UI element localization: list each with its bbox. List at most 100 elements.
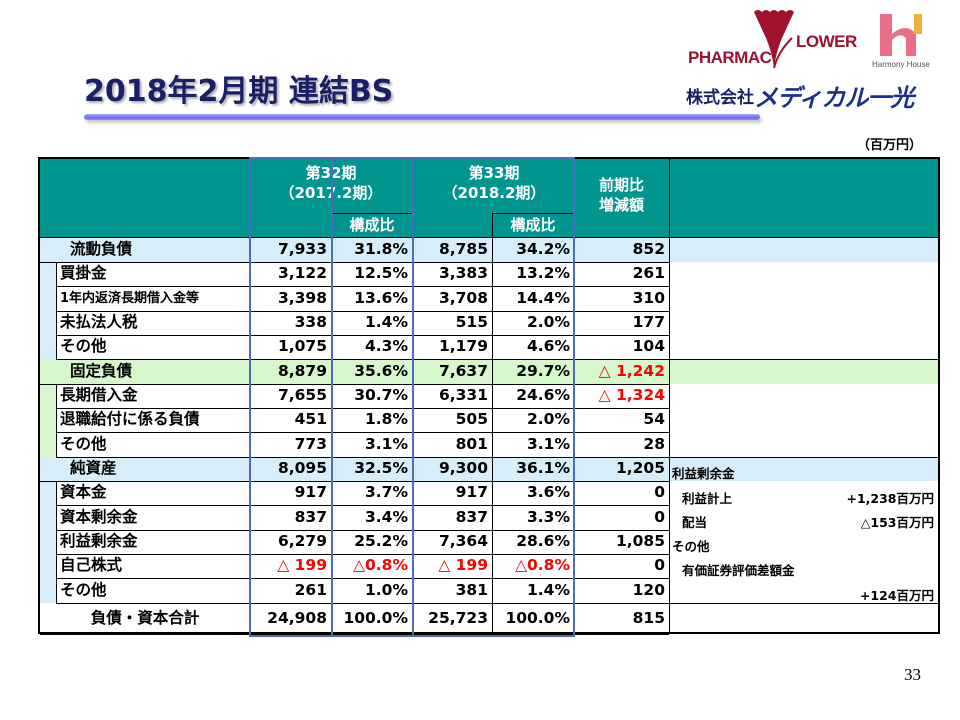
cell-v33: 1,179: [438, 337, 488, 356]
cell-v32: 7,655: [277, 386, 327, 405]
cell-v32: 1,075: [277, 337, 327, 356]
cell-diff: 0: [654, 556, 665, 575]
cell-v32: 338: [294, 313, 327, 332]
cell-p33: 34.2%: [516, 240, 570, 259]
cell-diff: 0: [654, 483, 665, 502]
cell-p33: 3.6%: [527, 483, 570, 502]
cell-diff: 310: [632, 288, 665, 307]
note-other-title: その他: [672, 539, 710, 554]
row-label: 資本剰余金: [60, 507, 138, 526]
cell-p33: 3.3%: [527, 507, 570, 526]
cell-p33: 13.2%: [516, 264, 570, 283]
cell-diff: 177: [632, 313, 665, 332]
cell-p32: 3.4%: [365, 507, 408, 526]
cell-diff: 0: [654, 507, 665, 526]
flower-icon: [754, 10, 794, 69]
period-33-sub: （2018.2期）: [442, 184, 546, 202]
cell-v33: 25,723: [428, 608, 488, 627]
cell-diff: 815: [632, 608, 665, 627]
cell-diff: 28: [643, 434, 665, 453]
row-label: その他: [60, 580, 107, 599]
note-dividend-value: △153百万円: [860, 515, 934, 530]
cell-p33: 1.4%: [527, 580, 570, 599]
note-securities-label: 有価証券評価差額金: [682, 563, 795, 578]
diff-header-2: 増減額: [598, 196, 644, 214]
cell-v33: 917: [455, 483, 488, 502]
cell-p33: 36.1%: [516, 459, 570, 478]
cell-v33: 515: [455, 313, 488, 332]
cell-v33: 7,637: [438, 361, 488, 380]
period-32-sub: （2017.2期）: [279, 184, 383, 202]
harmony-h-icon: [880, 14, 922, 56]
net-assets-band: [40, 457, 938, 481]
ratio-33-header: 構成比: [510, 216, 556, 234]
cell-p33: △0.8%: [515, 556, 570, 575]
cell-diff: 1,205: [615, 459, 665, 478]
cell-v33: 837: [455, 507, 488, 526]
cell-p33: 4.6%: [527, 337, 570, 356]
page-number: 33: [904, 665, 921, 684]
cell-v32: 7,933: [277, 240, 327, 259]
page-title: 2018年2月期 連結BS: [84, 74, 394, 109]
row-label: 純資産: [70, 459, 117, 478]
cell-p33: 2.0%: [527, 313, 570, 332]
row-label: 資本金: [60, 483, 107, 502]
cell-diff: 261: [632, 264, 665, 283]
ratio-32-header: 構成比: [349, 216, 395, 234]
cell-v33: 3,708: [438, 288, 488, 307]
cell-p32: 35.6%: [354, 361, 408, 380]
row-label: 固定負債: [70, 361, 133, 380]
cell-v32: △ 199: [277, 556, 327, 575]
row-label: 1年内返済長期借入金等: [60, 291, 200, 306]
note-profit-label: 利益計上: [682, 491, 733, 506]
cell-v33: 801: [455, 434, 488, 453]
unit-label: （百万円）: [857, 138, 923, 153]
row-label: 負債・資本合計: [90, 608, 200, 627]
note-securities-value: +124百万円: [859, 588, 934, 603]
cell-p32: 3.1%: [365, 434, 408, 453]
cell-p32: 32.5%: [354, 459, 408, 478]
cell-v32: 451: [294, 410, 327, 429]
cell-p32: 12.5%: [354, 264, 408, 283]
row-label: その他: [60, 434, 107, 453]
company-name-logo: 株式会社メディカル一光: [686, 84, 914, 112]
row-label: その他: [60, 337, 107, 356]
cell-v33: 3,383: [438, 264, 488, 283]
cell-p33: 2.0%: [527, 410, 570, 429]
cell-v32: 8,879: [277, 361, 327, 380]
pharmac-flower-logo: PHARMAC LOWER: [688, 8, 857, 76]
table-header: [40, 159, 938, 237]
cell-p32: 100.0%: [343, 608, 408, 627]
row-label: 退職給付に係る負債: [60, 410, 200, 429]
cell-diff: △ 1,324: [598, 386, 665, 405]
cell-p33: 29.7%: [516, 361, 570, 380]
row-label: 利益剰余金: [60, 532, 138, 551]
cell-p32: 3.7%: [365, 483, 408, 502]
cell-p33: 24.6%: [516, 386, 570, 405]
row-label: 買掛金: [60, 264, 107, 283]
cell-p32: 1.8%: [365, 410, 408, 429]
cell-p33: 3.1%: [527, 434, 570, 453]
cell-v33: 6,331: [438, 386, 488, 405]
cell-v32: 24,908: [267, 608, 327, 627]
cell-v33: 381: [455, 580, 488, 599]
cell-v33: 505: [455, 410, 488, 429]
cell-v33: 9,300: [438, 459, 488, 478]
cell-p33: 28.6%: [516, 532, 570, 551]
cell-p32: 31.8%: [354, 240, 408, 259]
cell-v32: 837: [294, 507, 327, 526]
note-dividend-label: 配当: [682, 515, 708, 530]
fixed-liabilities-band: [40, 359, 938, 384]
diff-header-1: 前期比: [598, 176, 644, 194]
period-33-title: 第33期: [468, 164, 520, 182]
cell-p32: 4.3%: [365, 337, 408, 356]
cell-v32: 3,122: [277, 264, 327, 283]
note-retained-title: 利益剰余金: [672, 466, 735, 481]
row-label: 未払法人税: [60, 313, 138, 332]
cell-diff: 104: [632, 337, 665, 356]
period-33-frame: [412, 157, 575, 637]
cell-diff: 120: [632, 580, 665, 599]
cell-v33: 8,785: [438, 240, 488, 259]
cell-p32: 25.2%: [354, 532, 408, 551]
cell-diff: 852: [632, 240, 665, 259]
